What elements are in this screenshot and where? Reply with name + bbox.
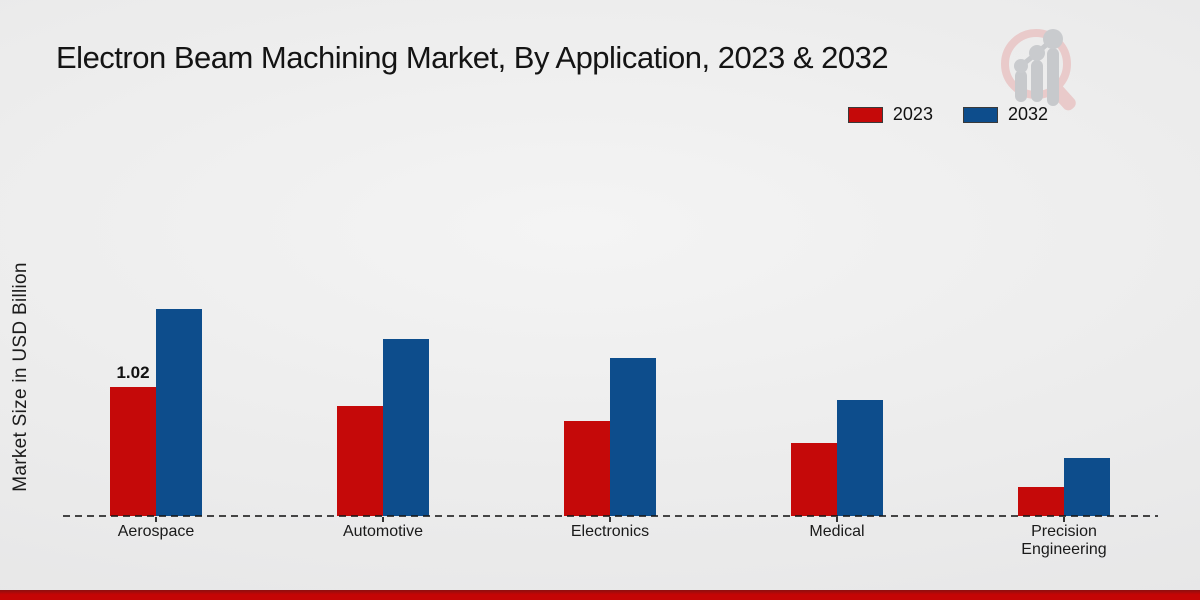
bar-medical-2023 bbox=[791, 443, 837, 516]
x-axis-label-electronics: Electronics bbox=[570, 523, 650, 540]
x-axis-dashed-baseline bbox=[63, 515, 1158, 517]
bar-medical-2032 bbox=[837, 400, 883, 516]
x-axis-tick-aerospace bbox=[155, 517, 157, 522]
x-axis-label-medical: Medical bbox=[809, 523, 865, 540]
magnifier-bar-chart-logo-icon bbox=[1001, 29, 1076, 111]
bar-aerospace-2023 bbox=[110, 387, 156, 516]
x-axis-label-precision-engineering: Precision Engineering bbox=[1021, 523, 1107, 558]
bar-electronics-2032 bbox=[610, 358, 656, 516]
x-axis-label-aerospace: Aerospace bbox=[117, 523, 195, 540]
bar-precision-engineering-2023 bbox=[1018, 487, 1064, 516]
x-axis-tick-medical bbox=[836, 517, 838, 522]
legend-swatch-2032 bbox=[962, 106, 998, 123]
bar-automotive-2023 bbox=[337, 406, 383, 516]
bar-precision-engineering-2032 bbox=[1064, 458, 1110, 516]
x-axis-tick-precision-engineering bbox=[1063, 517, 1065, 522]
bar-value-label-aerospace-2023: 1.02 bbox=[116, 363, 150, 382]
x-axis-tick-automotive bbox=[382, 517, 384, 522]
legend-label-2023: 2023 bbox=[892, 104, 933, 124]
legend-item-2032: 2032 bbox=[962, 104, 1048, 125]
legend-label-2032: 2032 bbox=[1007, 104, 1048, 124]
legend-swatch-2023 bbox=[847, 106, 883, 123]
x-axis-tick-electronics bbox=[609, 517, 611, 522]
footer-accent-band bbox=[0, 590, 1200, 600]
x-axis-label-automotive: Automotive bbox=[342, 523, 424, 540]
legend-item-2023: 2023 bbox=[847, 104, 933, 125]
bar-aerospace-2032 bbox=[156, 309, 202, 516]
chart-title: Electron Beam Machining Market, By Appli… bbox=[56, 40, 889, 75]
bar-electronics-2023 bbox=[564, 421, 610, 516]
legend: 2023 2032 bbox=[847, 104, 1048, 125]
bar-automotive-2032 bbox=[383, 339, 429, 516]
